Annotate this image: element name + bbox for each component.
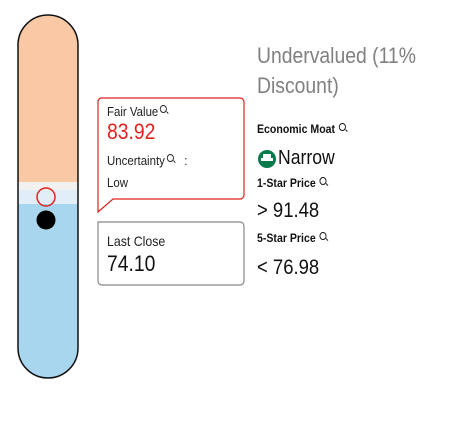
info-icon bbox=[160, 105, 168, 113]
overvalued-zone bbox=[18, 15, 78, 182]
five-star-row: < 76.98 bbox=[257, 256, 319, 280]
valuation-status: Undervalued (11% bbox=[257, 43, 416, 68]
one-star-label: 1-Star Price bbox=[257, 176, 316, 190]
last-close-label: Last Close bbox=[107, 233, 166, 249]
moat-value: Narrow bbox=[278, 147, 335, 169]
one-star-label-row: 1-Star Price bbox=[257, 176, 327, 190]
info-icon bbox=[319, 177, 327, 185]
one-star-row: > 91.48 bbox=[257, 199, 319, 223]
moat-label-row: Economic Moat bbox=[257, 122, 346, 136]
one-star-price: 91.48 bbox=[272, 199, 320, 222]
moat-icon bbox=[258, 149, 276, 168]
one-star-symbol: > bbox=[257, 199, 268, 222]
fair-zone-top bbox=[18, 182, 78, 190]
gauge bbox=[17, 14, 245, 379]
valuation-status-2: Discount) bbox=[257, 73, 339, 98]
fair-value-label-row: Fair Value bbox=[107, 104, 168, 119]
five-star-label: 5-Star Price bbox=[257, 231, 316, 245]
moat-row: Narrow bbox=[257, 147, 342, 170]
last-close: 74.10 bbox=[107, 251, 156, 276]
info-icon bbox=[338, 123, 346, 131]
five-star-label-row: 5-Star Price bbox=[257, 231, 327, 245]
uncertainty: Low bbox=[107, 175, 128, 190]
moat-label: Economic Moat bbox=[257, 122, 336, 136]
fair-value: 83.92 bbox=[107, 119, 156, 144]
fair-value-marker bbox=[36, 187, 56, 207]
uncertainty-label: Uncertainty bbox=[107, 153, 165, 168]
uncertainty-row: Uncertainty: bbox=[107, 153, 187, 168]
gauge-fill bbox=[18, 15, 78, 378]
last-close-callout bbox=[97, 221, 245, 286]
info-icon bbox=[319, 232, 327, 240]
five-star-price: 76.98 bbox=[272, 256, 320, 279]
last-close-marker bbox=[36, 210, 56, 230]
fair-zone-bottom bbox=[18, 190, 78, 204]
separator: : bbox=[184, 153, 188, 168]
fair-value-label: Fair Value bbox=[107, 104, 159, 119]
gauge-outline bbox=[17, 14, 79, 379]
info-icon bbox=[166, 154, 174, 162]
five-star-symbol: < bbox=[257, 256, 268, 279]
undervalued-zone bbox=[18, 204, 78, 378]
